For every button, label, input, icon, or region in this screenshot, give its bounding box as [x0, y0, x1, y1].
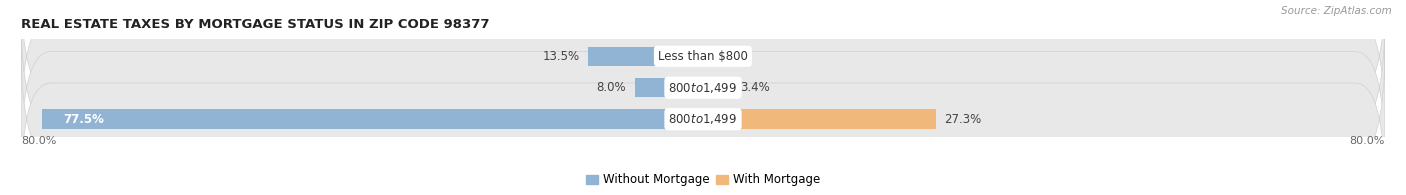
Text: 8.0%: 8.0% [596, 81, 626, 94]
Text: REAL ESTATE TAXES BY MORTGAGE STATUS IN ZIP CODE 98377: REAL ESTATE TAXES BY MORTGAGE STATUS IN … [21, 18, 489, 31]
Text: 3.4%: 3.4% [741, 81, 770, 94]
FancyBboxPatch shape [21, 45, 1385, 193]
Text: 80.0%: 80.0% [21, 136, 56, 146]
Text: $800 to $1,499: $800 to $1,499 [668, 112, 738, 126]
Bar [703, 109, 936, 129]
Text: 27.3%: 27.3% [945, 113, 981, 126]
Text: 80.0%: 80.0% [1350, 136, 1385, 146]
FancyBboxPatch shape [21, 14, 1385, 162]
Text: Source: ZipAtlas.com: Source: ZipAtlas.com [1281, 6, 1392, 16]
Legend: Without Mortgage, With Mortgage: Without Mortgage, With Mortgage [581, 169, 825, 191]
Text: 0.0%: 0.0% [711, 50, 741, 63]
Bar [636, 78, 703, 98]
Text: $800 to $1,499: $800 to $1,499 [668, 81, 738, 95]
Text: 13.5%: 13.5% [543, 50, 579, 63]
Bar [703, 78, 733, 98]
Text: Less than $800: Less than $800 [658, 50, 748, 63]
Bar [588, 47, 703, 66]
FancyBboxPatch shape [21, 0, 1385, 130]
Text: 77.5%: 77.5% [63, 113, 104, 126]
Bar [42, 109, 703, 129]
